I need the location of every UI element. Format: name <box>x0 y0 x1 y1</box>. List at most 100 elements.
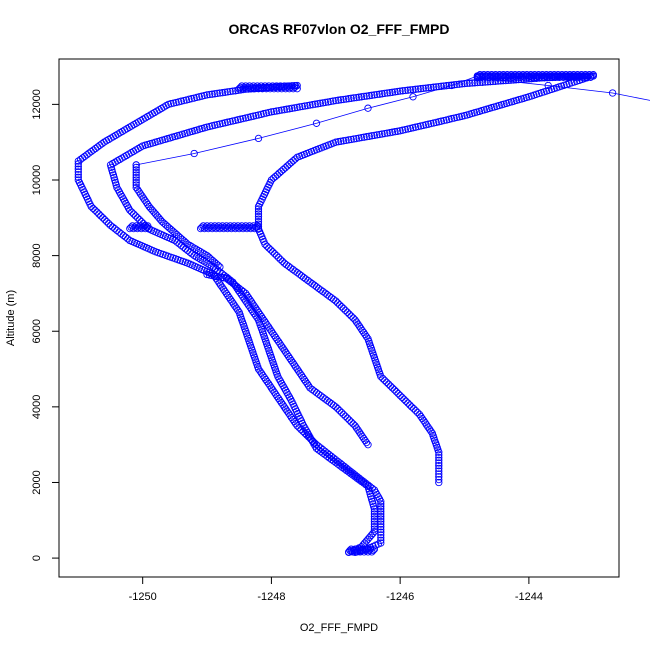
data-point <box>381 129 389 138</box>
data-point <box>497 73 505 81</box>
sparse-connector-line <box>477 77 650 101</box>
data-point <box>321 98 330 107</box>
data-point <box>363 92 371 100</box>
data-point <box>302 275 310 283</box>
data-point <box>345 416 353 424</box>
data-point <box>388 128 397 136</box>
data-point <box>440 116 448 125</box>
data-point <box>192 245 200 253</box>
data-point <box>528 73 536 81</box>
data-point <box>203 123 211 131</box>
data-point <box>254 224 263 233</box>
data-point <box>285 85 294 93</box>
data-point <box>280 259 288 267</box>
data-point <box>74 165 82 173</box>
y-tick-label: 12000 <box>31 89 43 120</box>
data-point <box>254 210 263 218</box>
data-point <box>337 303 346 311</box>
data-point <box>370 91 379 99</box>
data-point <box>74 168 82 176</box>
data-point <box>229 87 237 95</box>
data-point <box>325 292 333 300</box>
data-point <box>298 102 306 111</box>
data-point <box>342 136 350 145</box>
data-point <box>583 73 591 81</box>
data-point <box>132 171 140 179</box>
data-point <box>437 117 445 125</box>
data-point <box>220 224 228 233</box>
data-point <box>314 284 323 293</box>
x-tick-label: -1244 <box>515 591 543 603</box>
data-point <box>177 97 185 105</box>
data-point <box>199 249 207 257</box>
data-point <box>435 467 443 475</box>
data-point <box>201 258 209 266</box>
data-point <box>231 87 240 95</box>
data-point <box>314 100 322 108</box>
data-point <box>247 224 255 233</box>
data-point <box>267 246 275 254</box>
data-point <box>132 178 140 187</box>
data-point <box>377 372 385 381</box>
data-point <box>435 464 443 473</box>
data-point <box>352 134 361 143</box>
data-point <box>414 85 422 93</box>
data-point <box>352 548 361 556</box>
data-point <box>357 133 366 142</box>
data-point <box>91 144 100 153</box>
data-point <box>347 312 355 320</box>
data-point <box>422 121 430 129</box>
data-point <box>559 73 567 81</box>
data-point <box>272 251 281 260</box>
data-point <box>226 117 234 126</box>
data-point <box>555 73 564 81</box>
data-point <box>370 520 379 528</box>
data-point <box>74 173 82 181</box>
data-point <box>249 112 258 120</box>
data-point <box>208 271 216 280</box>
data-point <box>435 475 443 484</box>
data-point <box>293 103 301 112</box>
data-point <box>348 548 357 556</box>
data-point <box>269 248 277 256</box>
data-point <box>571 73 579 81</box>
data-point <box>310 387 318 395</box>
data-point <box>208 224 216 233</box>
data-point <box>319 99 327 107</box>
data-point <box>196 224 205 233</box>
data-point <box>368 91 376 99</box>
data-point <box>261 240 269 248</box>
data-point <box>119 231 128 240</box>
data-point <box>132 173 140 182</box>
data-point <box>375 90 384 98</box>
data-point <box>273 171 282 179</box>
data-point <box>266 85 274 93</box>
data-point <box>306 101 314 109</box>
data-point <box>347 418 355 426</box>
data-point <box>285 105 294 113</box>
data-point <box>269 174 278 182</box>
data-point <box>265 108 273 117</box>
data-point <box>520 73 528 81</box>
data-point <box>399 87 407 95</box>
data-point <box>321 395 329 403</box>
data-point <box>329 295 338 304</box>
data-point <box>203 270 211 279</box>
data-point <box>314 390 323 398</box>
data-point <box>370 545 379 553</box>
data-point <box>312 119 321 127</box>
data-point <box>190 149 198 158</box>
data-point <box>244 113 252 122</box>
data-point <box>373 90 381 99</box>
data-point <box>114 186 122 194</box>
data-point <box>508 73 517 81</box>
x-axis-label: O2_FFF_FMPD <box>300 622 378 634</box>
data-point <box>172 98 180 107</box>
data-point <box>216 120 224 128</box>
data-point <box>221 88 229 96</box>
data-point <box>401 125 409 134</box>
data-point <box>317 392 325 400</box>
data-point <box>551 73 560 81</box>
data-point <box>93 208 101 216</box>
